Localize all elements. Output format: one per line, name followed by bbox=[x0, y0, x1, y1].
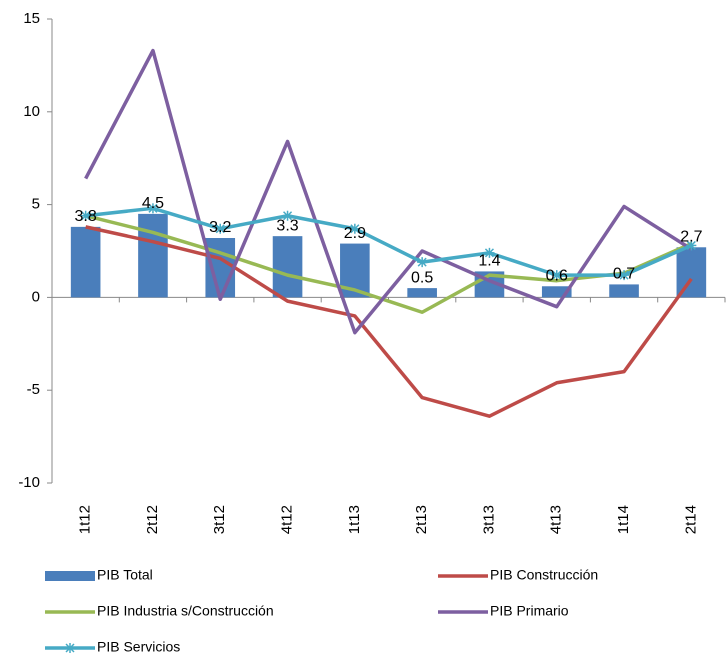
x-tick-label: 3t13 bbox=[480, 505, 497, 534]
marker-stroke bbox=[215, 224, 225, 234]
marker-stroke bbox=[686, 240, 696, 250]
y-tick-label: -5 bbox=[27, 381, 40, 398]
data-label: 3.2 bbox=[209, 219, 231, 236]
x-tick-label: 4t13 bbox=[548, 505, 565, 534]
point-marker bbox=[147, 203, 158, 214]
legend-label: PIB Total bbox=[97, 567, 153, 583]
marker-stroke bbox=[148, 203, 158, 213]
y-tick-label: 10 bbox=[23, 103, 40, 120]
data-label: 0.6 bbox=[546, 267, 568, 284]
bar bbox=[272, 236, 303, 298]
legend-swatch bbox=[45, 571, 95, 581]
line bbox=[85, 214, 693, 314]
x-tick-label: 1t12 bbox=[77, 505, 94, 534]
point-marker bbox=[484, 247, 495, 258]
legend-marker bbox=[65, 643, 75, 653]
marker-stroke bbox=[417, 257, 427, 267]
marker-stroke bbox=[350, 224, 360, 234]
data-label: 4.5 bbox=[142, 195, 164, 212]
data-label: 3.3 bbox=[276, 217, 298, 234]
point-marker bbox=[215, 223, 226, 234]
y-tick-label: 15 bbox=[23, 10, 40, 27]
point-marker bbox=[551, 270, 562, 281]
point-marker bbox=[282, 210, 293, 221]
marker-stroke bbox=[552, 270, 562, 280]
data-label: 0.7 bbox=[613, 266, 635, 283]
marker-stroke bbox=[65, 643, 75, 653]
bar bbox=[609, 284, 639, 298]
line bbox=[85, 225, 693, 418]
data-label: 3.8 bbox=[75, 208, 97, 225]
marker-stroke bbox=[619, 270, 629, 280]
point-marker bbox=[417, 257, 428, 268]
bar bbox=[407, 288, 437, 298]
bar bbox=[70, 226, 101, 298]
x-tick-label: 1t13 bbox=[346, 505, 363, 534]
bar bbox=[205, 238, 236, 298]
marker-stroke bbox=[283, 211, 293, 221]
y-tick-label: 0 bbox=[32, 288, 40, 305]
point-marker bbox=[349, 223, 360, 234]
data-label: 2.7 bbox=[680, 229, 702, 246]
y-tick-label: -10 bbox=[18, 474, 40, 491]
marker-stroke bbox=[484, 248, 494, 258]
x-tick-label: 2t14 bbox=[682, 505, 699, 534]
data-label: 1.4 bbox=[478, 253, 500, 270]
bar bbox=[541, 286, 572, 298]
x-tick-label: 2t13 bbox=[413, 505, 430, 534]
legend-label: PIB Servicios bbox=[97, 639, 180, 655]
legend-label: PIB Primario bbox=[490, 603, 569, 619]
bar bbox=[676, 247, 707, 298]
point-marker bbox=[619, 270, 630, 281]
bar bbox=[138, 213, 168, 298]
point-marker bbox=[686, 240, 697, 251]
x-tick-label: 2t12 bbox=[144, 505, 161, 534]
point-marker bbox=[80, 210, 91, 221]
data-label: 0.5 bbox=[411, 269, 433, 286]
y-tick-label: 5 bbox=[32, 196, 40, 213]
data-label: 2.9 bbox=[344, 225, 366, 242]
x-tick-label: 1t14 bbox=[615, 505, 632, 534]
marker-stroke bbox=[81, 211, 91, 221]
line bbox=[84, 48, 693, 335]
legend-label: PIB Industria s/Construcción bbox=[97, 603, 274, 619]
x-tick-label: 3t12 bbox=[211, 505, 228, 534]
legend-label: PIB Construcción bbox=[490, 567, 598, 583]
x-tick-label: 4t12 bbox=[279, 505, 296, 534]
line bbox=[85, 206, 693, 277]
